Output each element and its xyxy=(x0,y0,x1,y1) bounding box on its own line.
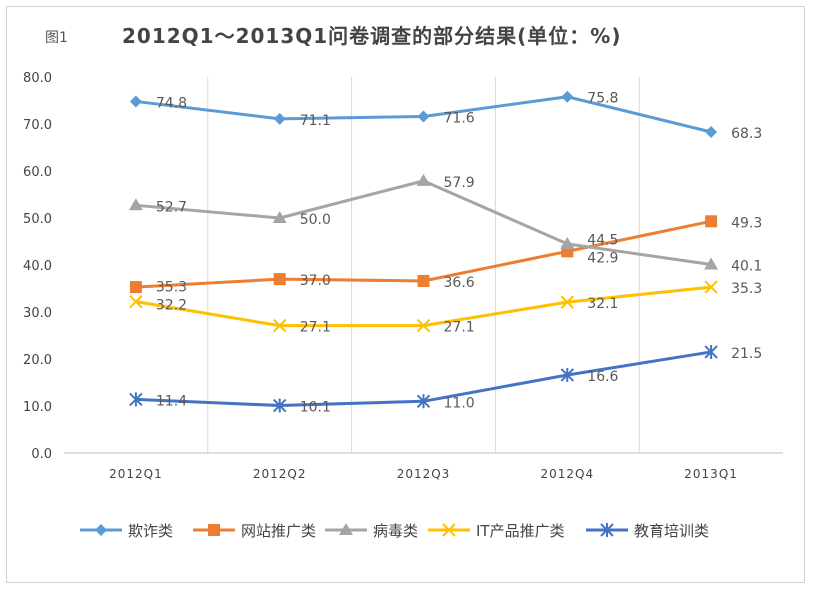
data-point xyxy=(560,367,575,382)
data-point xyxy=(129,281,142,294)
data-label: 68.3 xyxy=(731,126,762,142)
data-label: 11.0 xyxy=(444,395,475,411)
legend-label: 欺诈类 xyxy=(128,522,173,540)
x-tick-label: 2012Q2 xyxy=(253,467,307,481)
data-label: 49.3 xyxy=(731,215,762,231)
data-label: 40.1 xyxy=(731,259,762,275)
x-tick-label: 2012Q4 xyxy=(540,467,594,481)
legend-item: 网站推广类 xyxy=(193,522,316,540)
legend-item: 教育培训类 xyxy=(586,522,709,540)
x-tick-label: 2012Q1 xyxy=(109,467,163,481)
data-label: 16.6 xyxy=(587,369,618,385)
y-tick-label: 0.0 xyxy=(31,447,52,462)
legend-label: 教育培训类 xyxy=(634,522,709,540)
series-4: 11.4 10.1 11.0 16.6 21.5 xyxy=(129,344,762,416)
data-point xyxy=(560,236,575,249)
data-point xyxy=(416,394,431,409)
y-tick-label: 10.0 xyxy=(23,400,52,415)
y-tick-label: 80.0 xyxy=(23,71,52,86)
data-label: 32.1 xyxy=(587,296,618,312)
data-point xyxy=(129,392,143,407)
data-point xyxy=(705,125,718,138)
data-point xyxy=(128,198,143,211)
data-point xyxy=(704,257,719,270)
data-label: 74.8 xyxy=(156,95,187,111)
legend-marker xyxy=(442,523,456,537)
series-1: 35.3 37.0 36.6 42.9 49.3 xyxy=(129,215,762,295)
data-point xyxy=(417,274,430,287)
data-label: 21.5 xyxy=(731,346,762,362)
y-tick-label: 50.0 xyxy=(23,212,52,227)
data-label: 32.2 xyxy=(156,297,187,313)
legend-item: IT产品推广类 xyxy=(428,522,565,540)
data-point xyxy=(129,95,142,108)
data-label: 71.1 xyxy=(300,113,331,129)
data-label: 11.4 xyxy=(156,393,187,409)
chart-title: 2012Q1～2013Q1问卷调查的部分结果(单位：%) xyxy=(122,24,621,48)
data-point xyxy=(561,90,574,103)
data-label: 35.3 xyxy=(156,279,187,295)
data-label: 27.1 xyxy=(300,320,331,336)
legend-marker xyxy=(95,524,107,536)
data-point xyxy=(705,215,718,228)
data-label: 44.5 xyxy=(587,233,618,249)
data-label: 52.7 xyxy=(156,199,187,215)
x-tick-label: 2012Q3 xyxy=(397,467,451,481)
data-point xyxy=(416,318,431,333)
data-point xyxy=(273,273,286,286)
series-line xyxy=(135,179,712,267)
data-label: 57.9 xyxy=(444,175,475,191)
y-tick-label: 70.0 xyxy=(23,118,52,133)
data-label: 36.6 xyxy=(444,275,475,291)
legend-label: 网站推广类 xyxy=(241,522,316,540)
legend-marker xyxy=(339,523,353,535)
legend-item: 欺诈类 xyxy=(80,522,173,540)
series-2: 52.7 50.0 57.9 44.5 40.1 xyxy=(128,173,762,275)
data-label: 42.9 xyxy=(587,251,618,267)
data-label: 10.1 xyxy=(300,400,331,416)
series-0: 74.8 71.1 71.6 75.8 68.3 xyxy=(129,90,762,142)
legend-marker xyxy=(208,524,220,536)
chart-frame xyxy=(6,6,805,583)
data-label: 35.3 xyxy=(731,281,762,297)
y-tick-label: 20.0 xyxy=(23,353,52,368)
data-point xyxy=(272,318,287,333)
data-label: 75.8 xyxy=(587,91,618,107)
data-point xyxy=(416,173,431,186)
data-point xyxy=(704,280,718,294)
legend-marker xyxy=(600,523,614,537)
y-tick-label: 30.0 xyxy=(23,306,52,321)
data-point xyxy=(272,211,287,223)
data-label: 37.0 xyxy=(300,273,331,289)
y-tick-label: 40.0 xyxy=(23,259,52,274)
series-line xyxy=(135,285,712,328)
figure-label: 图1 xyxy=(45,30,68,46)
legend-item: 病毒类 xyxy=(325,522,418,540)
data-point xyxy=(560,295,575,309)
legend-label: IT产品推广类 xyxy=(476,522,565,540)
data-label: 71.6 xyxy=(444,110,475,126)
x-tick-label: 2013Q1 xyxy=(684,467,738,481)
data-point xyxy=(417,110,430,123)
data-label: 50.0 xyxy=(300,212,331,228)
data-point xyxy=(704,344,718,359)
series-3: 32.2 27.1 27.1 32.1 35.3 xyxy=(129,280,762,336)
data-point xyxy=(129,294,143,309)
data-label: 27.1 xyxy=(444,320,475,336)
data-point xyxy=(273,112,286,125)
data-point xyxy=(272,398,287,413)
legend-label: 病毒类 xyxy=(373,522,418,540)
y-tick-label: 60.0 xyxy=(23,165,52,180)
